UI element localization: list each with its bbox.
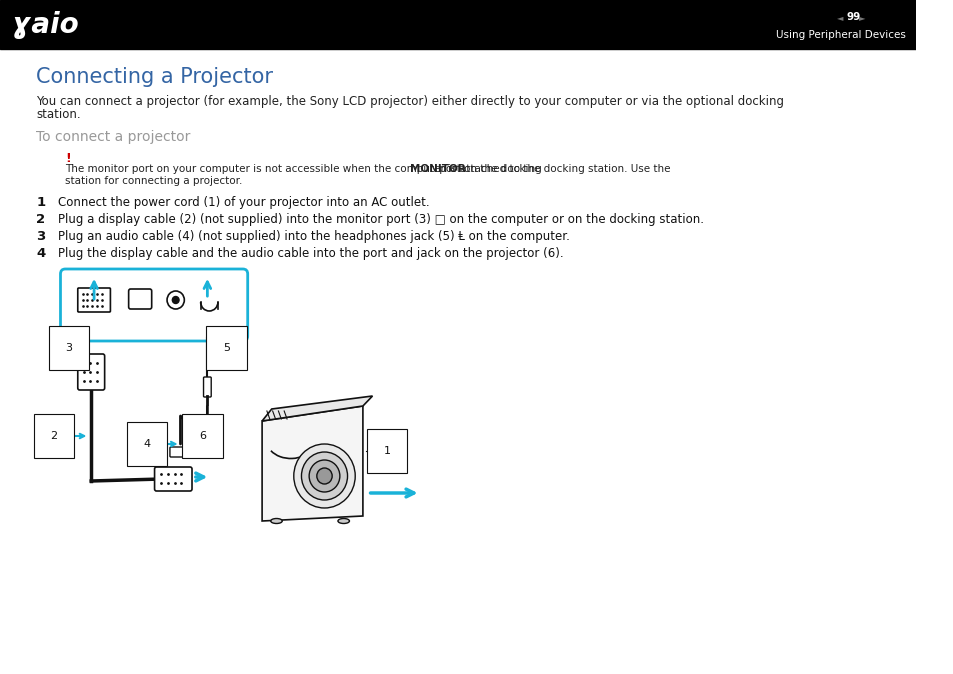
Text: 3: 3: [36, 230, 46, 243]
Text: MONITOR: MONITOR: [410, 164, 465, 174]
Text: Plug the display cable and the audio cable into the port and jack on the project: Plug the display cable and the audio cab…: [57, 247, 562, 260]
Text: 4: 4: [36, 247, 46, 260]
Polygon shape: [262, 406, 362, 521]
Text: port on the docking: port on the docking: [436, 164, 541, 174]
Text: 1: 1: [36, 196, 46, 209]
Text: Connecting a Projector: Connecting a Projector: [36, 67, 274, 87]
Text: station for connecting a projector.: station for connecting a projector.: [65, 176, 242, 186]
FancyBboxPatch shape: [60, 269, 248, 341]
Text: You can connect a projector (for example, the Sony LCD projector) either directl: You can connect a projector (for example…: [36, 95, 783, 108]
Ellipse shape: [337, 518, 349, 524]
Text: ◄: ◄: [837, 13, 842, 22]
Circle shape: [309, 460, 339, 492]
FancyBboxPatch shape: [129, 289, 152, 309]
Text: To connect a projector: To connect a projector: [36, 130, 191, 144]
Circle shape: [316, 468, 332, 484]
Text: 4: 4: [143, 439, 151, 449]
Text: Plug a display cable (2) (not supplied) into the monitor port (3) □ on the compu: Plug a display cable (2) (not supplied) …: [57, 213, 703, 226]
Text: The monitor port on your computer is not accessible when the computer is attache: The monitor port on your computer is not…: [65, 164, 674, 174]
FancyBboxPatch shape: [154, 467, 192, 491]
Text: 3: 3: [66, 343, 72, 353]
Text: Plug an audio cable (4) (not supplied) into the headphones jack (5) Ⱡ on the com: Plug an audio cable (4) (not supplied) i…: [57, 230, 569, 243]
Text: station.: station.: [36, 108, 81, 121]
FancyBboxPatch shape: [170, 447, 189, 457]
Text: 2: 2: [36, 213, 46, 226]
Circle shape: [167, 291, 184, 309]
Text: 5: 5: [223, 343, 230, 353]
Text: ɣaio: ɣaio: [11, 11, 79, 40]
FancyBboxPatch shape: [203, 377, 211, 397]
FancyBboxPatch shape: [78, 288, 111, 312]
Circle shape: [294, 444, 355, 508]
Text: 99: 99: [846, 12, 861, 22]
Circle shape: [172, 297, 179, 303]
Polygon shape: [262, 396, 372, 421]
Text: 6: 6: [199, 431, 206, 441]
Text: 1: 1: [383, 446, 390, 456]
Text: !: !: [65, 152, 71, 165]
Text: Connect the power cord (1) of your projector into an AC outlet.: Connect the power cord (1) of your proje…: [57, 196, 429, 209]
Circle shape: [301, 452, 347, 500]
Bar: [0, 0, 915, 49]
Text: ►: ►: [859, 13, 865, 22]
Text: 2: 2: [51, 431, 57, 441]
FancyBboxPatch shape: [78, 354, 105, 390]
Ellipse shape: [271, 518, 282, 524]
Text: Using Peripheral Devices: Using Peripheral Devices: [776, 30, 905, 40]
